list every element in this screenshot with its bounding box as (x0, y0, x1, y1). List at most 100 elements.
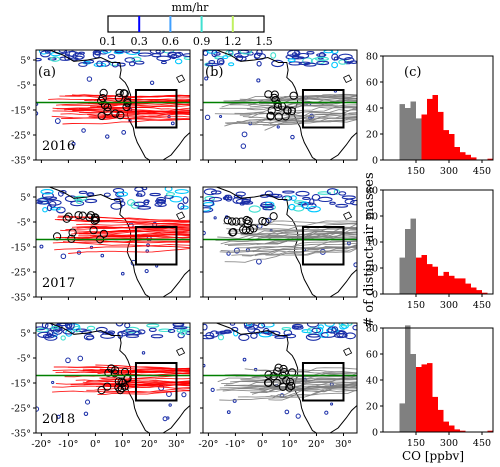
precip-contour (317, 324, 324, 330)
precip-contour (210, 387, 215, 392)
precip-contour (177, 202, 185, 210)
map-frame (35, 322, 191, 434)
sample-location-marker (289, 91, 298, 100)
hist-y-tick-label: 40 (366, 104, 378, 115)
precip-contour (219, 330, 233, 334)
precip-contour (203, 188, 217, 196)
precip-contour (256, 60, 262, 67)
precip-contour (120, 271, 125, 276)
sample-location-marker (269, 212, 278, 221)
precip-contour (205, 62, 220, 67)
precip-contour (329, 201, 336, 205)
map-y-tick-label: -25° (11, 131, 31, 142)
sample-location-marker (283, 106, 292, 115)
map-x-tick-label: -10° (58, 439, 78, 450)
map-y-tick-label: -15° (11, 243, 31, 254)
map-panel-2017-a: 5° -5° -15° -25° -35° 2017 (11, 186, 191, 304)
trajectory (224, 119, 357, 127)
precip-contour (96, 60, 103, 67)
histogram-bar (471, 287, 477, 294)
precip-contour (86, 192, 95, 197)
precip-contour (338, 53, 353, 61)
trajectory (75, 219, 190, 225)
precip-contour (324, 323, 335, 327)
precip-contour (172, 326, 188, 330)
trajectory (54, 219, 190, 223)
precip-contour (306, 323, 319, 328)
trajectory (219, 244, 357, 253)
precip-contour (36, 200, 50, 205)
lake-outline (343, 347, 353, 357)
precip-contour (71, 141, 76, 146)
analysis-box (134, 226, 178, 266)
precip-contour (60, 335, 66, 341)
precip-contour (239, 50, 253, 55)
hist-y-tick-label: 80 (366, 52, 378, 63)
sample-location-marker (91, 213, 100, 222)
hist-x-tick-label: 450 (473, 438, 491, 449)
precip-contour (75, 198, 83, 204)
precip-contour (86, 76, 93, 82)
histogram-bar (487, 430, 493, 432)
histogram-bar (427, 98, 433, 160)
precip-contour (292, 325, 304, 330)
precip-contour (122, 50, 131, 53)
precip-contour (54, 118, 61, 124)
sample-location-marker (264, 370, 273, 379)
precip-contour (229, 323, 236, 326)
precip-contour (344, 332, 356, 340)
precip-contour (343, 56, 355, 64)
precip-contour (210, 190, 222, 195)
histogram-bar (443, 271, 449, 294)
precip-contour (36, 57, 42, 62)
precip-contour (274, 335, 286, 339)
hist-x-tick-label: 150 (407, 166, 425, 177)
precip-contour (309, 198, 315, 206)
sample-location-marker (103, 107, 112, 116)
precip-contour (64, 53, 70, 61)
trajectory (239, 95, 357, 101)
map-x-tick-label: 10° (281, 439, 298, 450)
trajectory (54, 244, 190, 251)
trajectory (62, 241, 190, 249)
histogram-bar (487, 158, 493, 160)
sample-location-marker (64, 212, 73, 221)
precip-contour (333, 56, 339, 61)
precip-contour (235, 198, 251, 205)
year-label: 2016 (42, 139, 75, 154)
precip-contour (271, 59, 285, 68)
histogram-bar (454, 278, 460, 294)
precip-contour (141, 351, 146, 355)
precip-contour (170, 53, 178, 60)
precip-contour (174, 189, 189, 194)
trajectory (226, 228, 357, 231)
precip-contour (160, 60, 167, 65)
precip-contour (217, 334, 225, 341)
histogram-panels: 0 20 40 60 80 150 300 450 0 20 40 60 80 150 300 450 0 20 4… (366, 52, 494, 449)
map-y-tick-label: 5° (20, 193, 31, 204)
precip-contour (324, 410, 329, 415)
histogram-bar (432, 95, 438, 160)
precip-contour (213, 216, 217, 220)
histogram-bar (476, 290, 482, 294)
analysis-box (301, 362, 345, 402)
precip-contour (131, 56, 142, 62)
precip-contour (107, 54, 116, 60)
precip-contour (208, 196, 223, 202)
precip-contour (170, 121, 175, 126)
precip-contour (352, 324, 357, 331)
precip-contour (60, 253, 67, 260)
sample-location-marker (74, 211, 83, 220)
map-panel-2016-a: 5° -5° -15° -25° -35° 2016 (11, 49, 191, 167)
sample-location-marker (287, 106, 296, 116)
sample-location-marker (232, 217, 241, 226)
colorbar-tick-label: 0.6 (162, 35, 180, 48)
precip-contour (92, 50, 102, 56)
precip-contour (344, 198, 355, 205)
precip-contour (65, 357, 71, 364)
precip-contour (149, 50, 165, 55)
hist-y-tick-label: 0 (372, 290, 378, 301)
precip-contour (240, 143, 247, 149)
map-frame (35, 49, 191, 161)
sample-location-marker (62, 214, 71, 223)
